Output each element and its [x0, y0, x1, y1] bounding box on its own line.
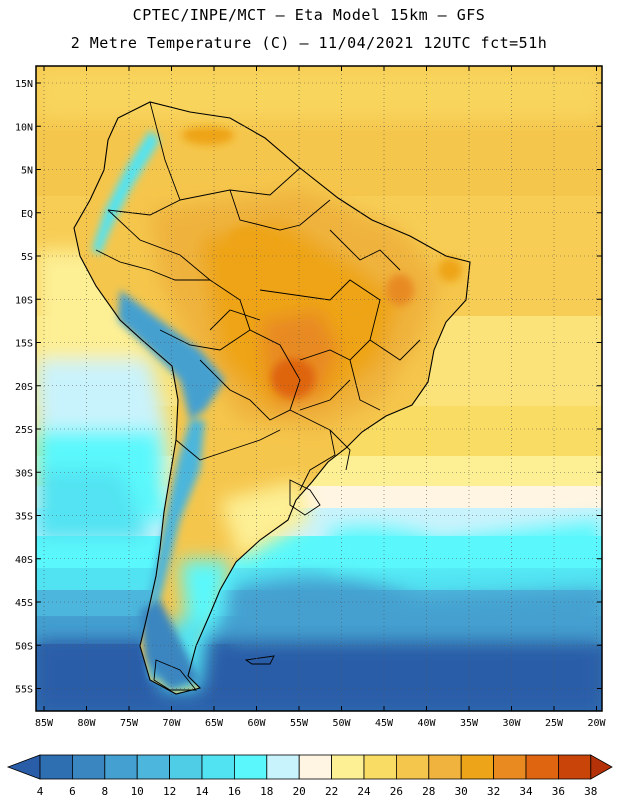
lat-label: 55S [15, 685, 33, 696]
colorbar-swatch [72, 754, 106, 780]
colorbar-label: 28 [422, 785, 435, 798]
colorbar-swatch [39, 754, 73, 780]
colorbar-label: 24 [357, 785, 371, 798]
colorbar-label: 18 [260, 785, 273, 798]
colorbar-label: 38 [584, 785, 597, 798]
colorbar-swatch [493, 754, 527, 780]
colorbar-swatch [266, 754, 300, 780]
longitude-axis: 85W 80W 75W 70W 65W 60W 55W 50W 45W 40W 35W 30W 25W 2… [35, 66, 607, 729]
lon-label: 75W [120, 718, 139, 729]
lat-label: 50S [15, 641, 33, 652]
lat-label: 5S [21, 252, 33, 263]
colorbar-label: 36 [552, 785, 565, 798]
colorbar-label: 16 [228, 785, 241, 798]
colorbar-label: 14 [195, 785, 209, 798]
colorbar-label: 32 [487, 785, 500, 798]
lat-label: 30S [15, 468, 33, 479]
colorbar-label: 30 [455, 785, 468, 798]
colorbar-swatch [428, 754, 462, 780]
lon-label: 45W [375, 718, 394, 729]
lon-label: 65W [205, 718, 224, 729]
chart-title: CPTEC/INPE/MCT – Eta Model 15km – GFS [132, 6, 486, 24]
lat-label: 10S [15, 295, 33, 306]
lon-label: 55W [290, 718, 309, 729]
lon-label: 20W [587, 718, 606, 729]
chart-subtitle: 2 Metre Temperature (C) – 11/04/2021 12U… [70, 34, 548, 52]
colorbar-swatch [558, 754, 592, 780]
colorbar-under-arrow [6, 754, 41, 780]
temperature-field [36, 66, 602, 711]
lon-label: 40W [417, 718, 436, 729]
colorbar-swatch [104, 754, 138, 780]
lat-label: 15S [15, 339, 33, 350]
lat-label: 25S [15, 425, 33, 436]
colorbar-swatch [395, 754, 430, 780]
colorbar-label: 10 [131, 785, 144, 798]
lon-label: 70W [162, 718, 181, 729]
lon-label: 35W [460, 718, 479, 729]
lat-label: 15N [15, 79, 33, 90]
colorbar-swatch [233, 754, 268, 780]
colorbar-swatch [298, 754, 333, 780]
map-frame [35, 65, 603, 712]
colorbar-swatch [525, 754, 559, 780]
colorbar-swatch [136, 754, 170, 780]
lat-label: 5N [21, 166, 33, 177]
lat-label: 45S [15, 598, 33, 609]
colorbar-swatch [363, 754, 397, 780]
colorbar-swatch [169, 754, 203, 780]
colorbar-label: 20 [293, 785, 306, 798]
lat-label: 20S [15, 382, 33, 393]
lon-label: 50W [332, 718, 351, 729]
colorbar-label: 34 [519, 785, 533, 798]
colorbar-label: 8 [101, 785, 108, 798]
colorbar-swatch [201, 754, 235, 780]
colorbar-swatch [460, 754, 495, 780]
lat-label: EQ [21, 209, 33, 220]
lon-label: 60W [247, 718, 266, 729]
lat-label: 10N [15, 122, 33, 133]
lon-label: 80W [77, 718, 96, 729]
colorbar: 4 6 8 10 12 14 16 18 20 22 24 26 28 30 32 34 36 38 [6, 754, 613, 798]
colorbar-over-arrow [590, 754, 613, 780]
lon-label: 85W [35, 718, 54, 729]
lon-label: 30W [502, 718, 521, 729]
colorbar-label: 12 [163, 785, 176, 798]
colorbar-label: 22 [325, 785, 338, 798]
lat-label: 40S [15, 555, 33, 566]
colorbar-label: 4 [37, 785, 44, 798]
colorbar-swatch [331, 754, 365, 780]
latitude-axis: 15N 10N 5N EQ 5S 10S 15S 20S 25S 30S 35S 40S 45S 50S 5… [15, 79, 602, 696]
colorbar-label: 6 [69, 785, 76, 798]
lon-label: 25W [545, 718, 564, 729]
lat-label: 35S [15, 512, 33, 523]
colorbar-label: 26 [390, 785, 403, 798]
